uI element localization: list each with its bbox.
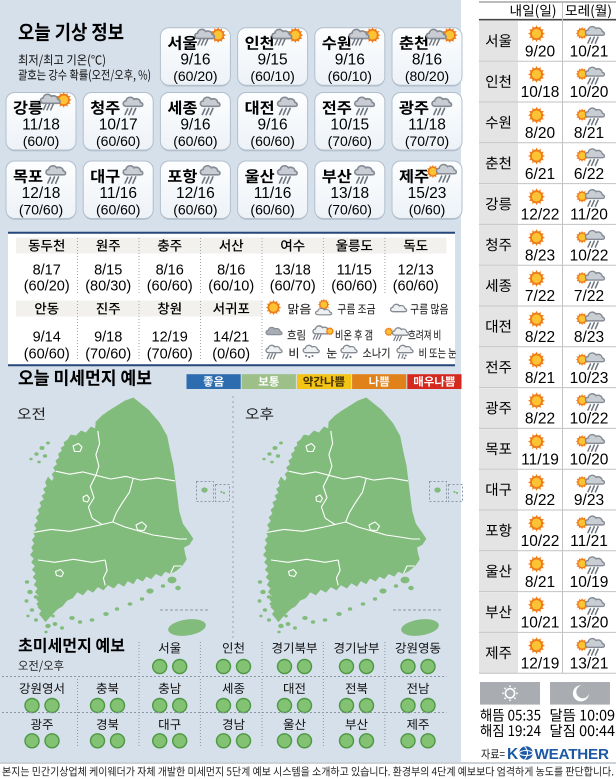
svg-text:8/22: 8/22 <box>525 492 555 509</box>
svg-text:10/21: 10/21 <box>570 43 609 60</box>
svg-text:12/16: 12/16 <box>176 185 215 202</box>
svg-text:12/13: 12/13 <box>398 263 434 279</box>
svg-text:6/21: 6/21 <box>525 166 555 183</box>
svg-text:10/20: 10/20 <box>570 84 609 101</box>
svg-text:(60/70): (60/70) <box>270 279 316 295</box>
svg-text:10/15: 10/15 <box>330 117 369 134</box>
svg-text:10/21: 10/21 <box>521 615 560 632</box>
svg-text:9/16: 9/16 <box>180 52 210 69</box>
svg-text:8/20: 8/20 <box>525 125 556 142</box>
svg-text:11/19: 11/19 <box>521 451 559 468</box>
svg-text:(60/60): (60/60) <box>393 279 439 295</box>
svg-text:(70/60): (70/60) <box>328 133 372 149</box>
svg-text:9/14: 9/14 <box>33 330 61 346</box>
svg-text:(60/60): (60/60) <box>96 202 140 218</box>
svg-text:12/18: 12/18 <box>22 185 61 202</box>
svg-text:(80/30): (80/30) <box>85 279 131 295</box>
svg-text:11/16: 11/16 <box>99 185 137 202</box>
svg-text:(0/60): (0/60) <box>212 347 250 363</box>
svg-text:(80/20): (80/20) <box>405 68 449 84</box>
svg-text:(60/60): (60/60) <box>96 133 140 149</box>
svg-text:13/21: 13/21 <box>570 655 609 672</box>
svg-text:(70/60): (70/60) <box>328 202 372 218</box>
svg-text:9/16: 9/16 <box>335 52 365 69</box>
svg-text:(70/60): (70/60) <box>19 202 63 218</box>
svg-text:8/23: 8/23 <box>574 329 604 346</box>
svg-text:13/20: 13/20 <box>570 615 609 632</box>
svg-text:13/18: 13/18 <box>275 263 311 279</box>
svg-text:(60/60): (60/60) <box>173 202 217 218</box>
svg-text:(0/60): (0/60) <box>409 202 446 218</box>
svg-text:15/23: 15/23 <box>408 185 447 202</box>
svg-text:8/23: 8/23 <box>525 247 555 264</box>
svg-text:(60/0): (60/0) <box>23 133 60 149</box>
svg-text:K: K <box>507 746 519 763</box>
svg-text:9/16: 9/16 <box>180 117 210 134</box>
svg-text:(60/60): (60/60) <box>147 279 193 295</box>
svg-text:12/19: 12/19 <box>152 330 188 346</box>
svg-text:(60/10): (60/10) <box>250 68 294 84</box>
svg-text:9/18: 9/18 <box>94 330 122 346</box>
svg-text:8/15: 8/15 <box>94 263 122 279</box>
svg-text:10/17: 10/17 <box>99 117 138 134</box>
svg-text:10/23: 10/23 <box>570 370 609 387</box>
svg-text:11/18: 11/18 <box>408 117 446 134</box>
svg-text:9/20: 9/20 <box>525 43 556 60</box>
svg-text:8/16: 8/16 <box>217 263 245 279</box>
svg-text:10/22: 10/22 <box>570 411 609 428</box>
svg-text:8/22: 8/22 <box>525 411 555 428</box>
svg-text:11/20: 11/20 <box>570 207 608 224</box>
svg-text:14/21: 14/21 <box>213 330 249 346</box>
svg-text:10/22: 10/22 <box>521 533 560 550</box>
svg-text:13/18: 13/18 <box>330 185 369 202</box>
svg-text:8/22: 8/22 <box>525 329 555 346</box>
svg-text:(60/20): (60/20) <box>173 68 217 84</box>
svg-text:(60/60): (60/60) <box>331 279 377 295</box>
svg-text:11/18: 11/18 <box>22 117 60 134</box>
svg-text:9/23: 9/23 <box>574 492 604 509</box>
svg-text:11/16: 11/16 <box>254 185 292 202</box>
svg-text:6/22: 6/22 <box>574 166 604 183</box>
svg-text:11/15: 11/15 <box>337 263 372 279</box>
svg-text:10/19: 10/19 <box>570 574 609 591</box>
svg-text:10/22: 10/22 <box>570 247 609 264</box>
svg-text:(70/70): (70/70) <box>405 133 449 149</box>
svg-text:10/18: 10/18 <box>521 84 560 101</box>
svg-text:12/22: 12/22 <box>521 207 560 224</box>
svg-text:(60/20): (60/20) <box>24 279 70 295</box>
svg-text:11/21: 11/21 <box>570 533 608 550</box>
svg-text:(60/60): (60/60) <box>24 347 70 363</box>
svg-text:(70/60): (70/60) <box>85 347 131 363</box>
svg-text:(60/10): (60/10) <box>328 68 372 84</box>
svg-text:8/21: 8/21 <box>574 125 604 142</box>
svg-text:(60/60): (60/60) <box>250 133 294 149</box>
svg-text:8/16: 8/16 <box>412 52 442 69</box>
svg-text:9/15: 9/15 <box>258 52 288 69</box>
svg-text:8/16: 8/16 <box>156 263 184 279</box>
svg-text:10/20: 10/20 <box>570 451 609 468</box>
svg-text:7/22: 7/22 <box>525 288 555 305</box>
svg-text:WEATHER: WEATHER <box>535 746 609 763</box>
svg-text:7/22: 7/22 <box>574 288 604 305</box>
svg-text:8/21: 8/21 <box>525 574 555 591</box>
svg-text:12/19: 12/19 <box>521 655 560 672</box>
svg-text:(60/60): (60/60) <box>173 133 217 149</box>
svg-text:8/17: 8/17 <box>33 263 61 279</box>
svg-text:(60/10): (60/10) <box>208 279 254 295</box>
svg-text:(60/60): (60/60) <box>250 202 294 218</box>
svg-text:8/21: 8/21 <box>525 370 555 387</box>
svg-text:(70/60): (70/60) <box>147 347 193 363</box>
svg-text:9/16: 9/16 <box>258 117 288 134</box>
